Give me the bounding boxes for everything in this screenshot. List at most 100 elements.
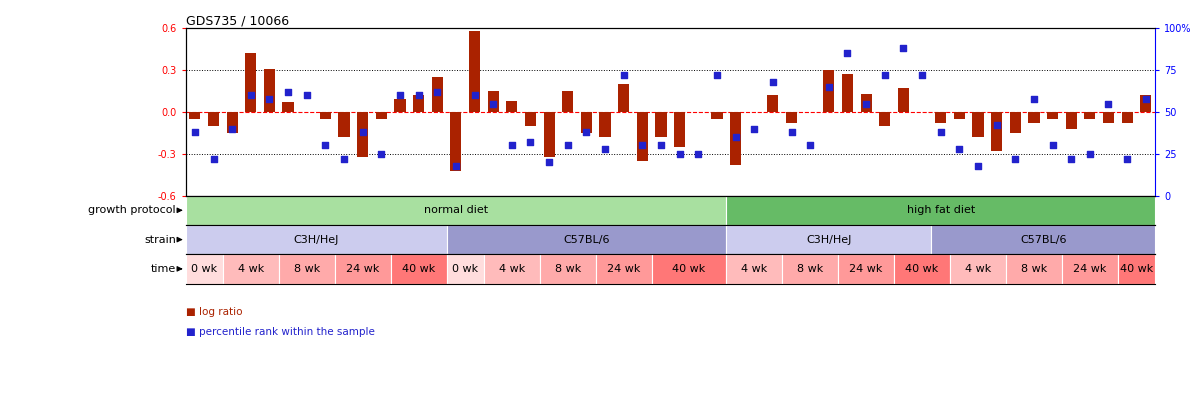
Text: 24 wk: 24 wk — [346, 264, 379, 274]
Point — [949, 145, 968, 152]
Text: C57BL/6: C57BL/6 — [563, 234, 609, 245]
Bar — [824, 70, 834, 112]
Point — [745, 126, 764, 132]
Point — [372, 151, 391, 157]
Bar — [413, 95, 424, 112]
Point — [577, 129, 596, 135]
Bar — [1065, 112, 1077, 129]
Bar — [540, 254, 596, 284]
Bar — [357, 112, 369, 157]
Bar — [1005, 254, 1062, 284]
Bar — [1102, 112, 1114, 123]
Bar — [506, 101, 517, 112]
Point — [390, 92, 409, 98]
Bar — [935, 112, 947, 123]
Point — [521, 139, 540, 145]
Point — [503, 142, 522, 149]
Point — [446, 162, 466, 169]
Bar — [245, 53, 256, 112]
Bar — [841, 75, 853, 112]
Bar — [894, 254, 950, 284]
Point — [838, 50, 857, 57]
Point — [595, 145, 614, 152]
Bar — [581, 112, 593, 133]
Bar — [390, 254, 446, 284]
Point — [782, 129, 801, 135]
Point — [670, 151, 689, 157]
Text: ■ percentile rank within the sample: ■ percentile rank within the sample — [186, 327, 375, 337]
Point — [801, 142, 820, 149]
Bar — [727, 196, 1155, 225]
Text: 40 wk: 40 wk — [905, 264, 938, 274]
Text: 8 wk: 8 wk — [554, 264, 581, 274]
Text: GDS735 / 10066: GDS735 / 10066 — [186, 14, 288, 27]
Point — [1043, 142, 1062, 149]
Point — [353, 129, 372, 135]
Text: 40 wk: 40 wk — [402, 264, 436, 274]
Bar — [596, 254, 651, 284]
Point — [558, 142, 577, 149]
Bar — [600, 112, 610, 137]
Text: 40 wk: 40 wk — [1120, 264, 1153, 274]
Text: normal diet: normal diet — [424, 205, 488, 215]
Point — [1080, 151, 1099, 157]
Point — [464, 92, 484, 98]
Bar — [543, 112, 554, 157]
Text: 4 wk: 4 wk — [238, 264, 263, 274]
Text: 4 wk: 4 wk — [741, 264, 767, 274]
Point — [931, 129, 950, 135]
Bar — [226, 112, 238, 133]
Point — [297, 92, 316, 98]
Bar — [991, 112, 1002, 151]
Bar — [711, 112, 723, 119]
Text: 4 wk: 4 wk — [965, 264, 991, 274]
Bar — [727, 225, 931, 254]
Bar — [469, 31, 480, 112]
Bar — [1028, 112, 1039, 123]
Bar — [446, 254, 484, 284]
Bar — [674, 112, 685, 147]
Point — [894, 45, 913, 52]
Bar — [394, 100, 406, 112]
Bar — [786, 112, 797, 123]
Bar — [618, 84, 630, 112]
Point — [203, 156, 223, 162]
Point — [614, 72, 633, 79]
Point — [427, 89, 446, 95]
Point — [968, 162, 988, 169]
Bar — [1047, 112, 1058, 119]
Bar — [972, 112, 984, 137]
Bar — [446, 225, 727, 254]
Bar — [1141, 95, 1152, 112]
Bar — [376, 112, 387, 119]
Text: C3H/HeJ: C3H/HeJ — [806, 234, 851, 245]
Point — [316, 142, 335, 149]
Bar — [651, 254, 727, 284]
Bar — [898, 88, 909, 112]
Bar — [1062, 254, 1118, 284]
Bar — [432, 77, 443, 112]
Point — [540, 159, 559, 165]
Point — [334, 156, 353, 162]
Point — [633, 142, 652, 149]
Text: 8 wk: 8 wk — [797, 264, 824, 274]
Text: ■ log ratio: ■ log ratio — [186, 307, 242, 317]
Bar — [563, 91, 573, 112]
Text: 40 wk: 40 wk — [673, 264, 705, 274]
Bar — [487, 91, 499, 112]
Text: C57BL/6: C57BL/6 — [1020, 234, 1067, 245]
Point — [707, 72, 727, 79]
Bar — [954, 112, 965, 119]
Text: 8 wk: 8 wk — [1021, 264, 1047, 274]
Point — [1025, 96, 1044, 102]
Bar — [186, 254, 223, 284]
Bar — [279, 254, 335, 284]
Text: 24 wk: 24 wk — [1074, 264, 1106, 274]
Bar — [189, 112, 200, 119]
Text: 24 wk: 24 wk — [850, 264, 882, 274]
Point — [651, 142, 670, 149]
Point — [819, 84, 838, 90]
Point — [875, 72, 894, 79]
Text: 0 wk: 0 wk — [452, 264, 479, 274]
Bar — [637, 112, 648, 161]
